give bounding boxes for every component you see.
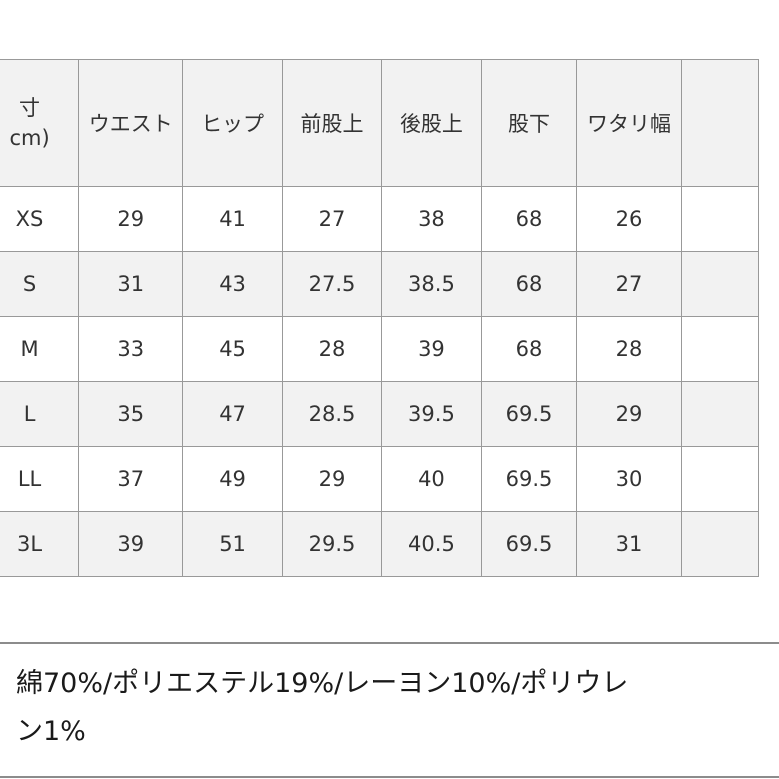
cell-thigh-width: 30 xyxy=(576,446,682,512)
column-header-hip: ヒップ xyxy=(182,59,283,187)
cell-waist: 37 xyxy=(78,446,184,512)
cell-front-rise: 27.5 xyxy=(281,251,383,317)
size-chart: 寸 cm) ウエスト ヒップ 前股上 後股上 股下 ワタリ幅 XS 29 41 27 3… xyxy=(0,59,779,580)
table-row: XS 29 41 27 38 68 26 xyxy=(0,186,760,252)
cell-extra xyxy=(680,186,760,252)
cell-hip: 49 xyxy=(182,446,283,512)
cell-inseam: 68 xyxy=(480,316,578,382)
cell-front-rise: 27 xyxy=(281,186,383,252)
cell-thigh-width: 27 xyxy=(576,251,682,317)
size-header-cell: 寸 cm) xyxy=(0,59,80,187)
cell-hip: 45 xyxy=(182,316,283,382)
unit-label: cm) xyxy=(9,126,50,150)
cell-extra xyxy=(680,381,760,447)
table-row: M 33 45 28 39 68 28 xyxy=(0,316,760,382)
cell-thigh-width: 26 xyxy=(576,186,682,252)
cell-extra xyxy=(680,251,760,317)
cell-waist: 31 xyxy=(78,251,184,317)
size-cell: S xyxy=(0,251,80,317)
divider-bottom xyxy=(0,776,779,778)
cell-front-rise: 29 xyxy=(281,446,383,512)
cell-thigh-width: 28 xyxy=(576,316,682,382)
table-row: S 31 43 27.5 38.5 68 27 xyxy=(0,251,760,317)
material-line-2: ン1% xyxy=(16,716,86,747)
cell-hip: 47 xyxy=(182,381,283,447)
cell-back-rise: 40 xyxy=(381,446,482,512)
cell-inseam: 68 xyxy=(480,251,578,317)
size-header-label: 寸 xyxy=(19,95,41,120)
column-header-thigh-width: ワタリ幅 xyxy=(576,59,682,187)
cell-inseam: 69.5 xyxy=(480,511,578,577)
table-body: 寸 cm) ウエスト ヒップ 前股上 後股上 股下 ワタリ幅 XS 29 41 27 3… xyxy=(0,59,760,577)
size-table: 寸 cm) ウエスト ヒップ 前股上 後股上 股下 ワタリ幅 XS 29 41 27 3… xyxy=(0,59,760,577)
cell-waist: 39 xyxy=(78,511,184,577)
cell-front-rise: 28.5 xyxy=(281,381,383,447)
size-cell: LL xyxy=(0,446,80,512)
column-header-waist: ウエスト xyxy=(78,59,184,187)
cell-front-rise: 29.5 xyxy=(281,511,383,577)
cell-inseam: 68 xyxy=(480,186,578,252)
size-cell: L xyxy=(0,381,80,447)
cell-inseam: 69.5 xyxy=(480,446,578,512)
cell-extra xyxy=(680,511,760,577)
column-header-back-rise: 後股上 xyxy=(381,59,482,187)
table-row: LL 37 49 29 40 69.5 30 xyxy=(0,446,760,512)
cell-back-rise: 38.5 xyxy=(381,251,482,317)
cell-waist: 33 xyxy=(78,316,184,382)
cell-hip: 41 xyxy=(182,186,283,252)
size-cell: 3L xyxy=(0,511,80,577)
cell-back-rise: 38 xyxy=(381,186,482,252)
material-composition: 綿70%/ポリエステル19%/レーヨン10%/ポリウレ ン1% xyxy=(16,660,776,756)
table-row: 3L 39 51 29.5 40.5 69.5 31 xyxy=(0,511,760,577)
cell-inseam: 69.5 xyxy=(480,381,578,447)
column-header-front-rise: 前股上 xyxy=(281,59,383,187)
cell-back-rise: 39.5 xyxy=(381,381,482,447)
cell-back-rise: 40.5 xyxy=(381,511,482,577)
size-cell: XS xyxy=(0,186,80,252)
cell-front-rise: 28 xyxy=(281,316,383,382)
divider-top xyxy=(0,642,779,644)
cell-extra xyxy=(680,446,760,512)
cell-waist: 35 xyxy=(78,381,184,447)
table-header-row: 寸 cm) ウエスト ヒップ 前股上 後股上 股下 ワタリ幅 xyxy=(0,59,760,187)
cell-thigh-width: 31 xyxy=(576,511,682,577)
cell-thigh-width: 29 xyxy=(576,381,682,447)
cell-extra xyxy=(680,316,760,382)
cell-hip: 51 xyxy=(182,511,283,577)
material-line-1: 綿70%/ポリエステル19%/レーヨン10%/ポリウレ xyxy=(16,668,629,699)
cell-back-rise: 39 xyxy=(381,316,482,382)
cell-waist: 29 xyxy=(78,186,184,252)
column-header-extra xyxy=(680,59,760,187)
column-header-inseam: 股下 xyxy=(480,59,578,187)
size-cell: M xyxy=(0,316,80,382)
cell-hip: 43 xyxy=(182,251,283,317)
table-row: L 35 47 28.5 39.5 69.5 29 xyxy=(0,381,760,447)
